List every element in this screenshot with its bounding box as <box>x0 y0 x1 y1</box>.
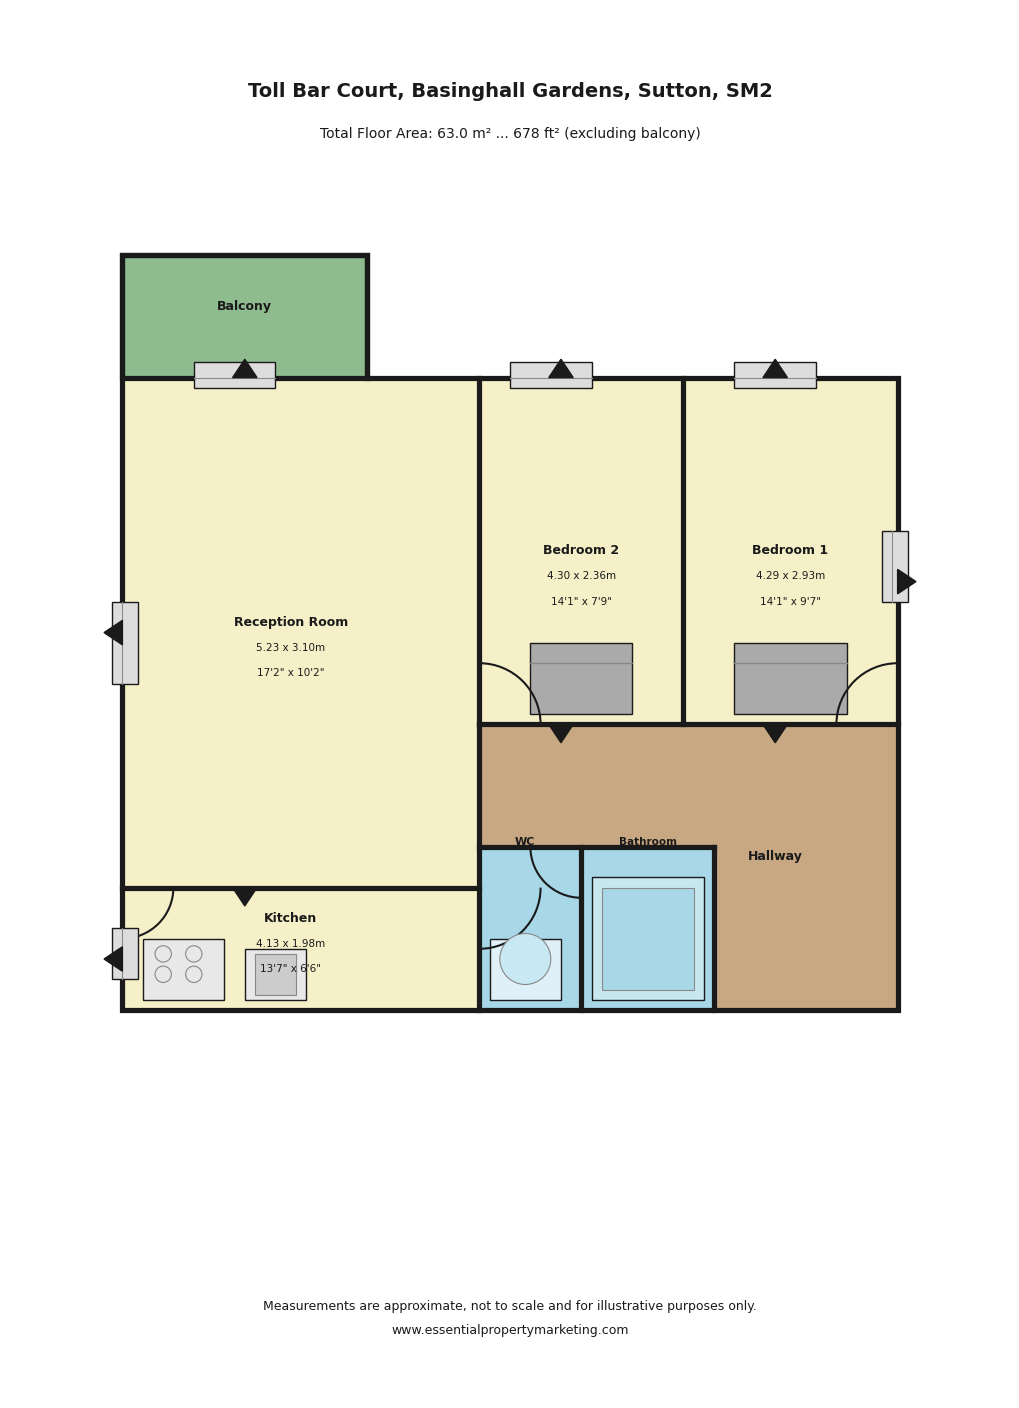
Bar <box>194 362 275 387</box>
Bar <box>122 255 367 377</box>
Bar <box>881 531 907 603</box>
Bar <box>122 255 367 377</box>
Polygon shape <box>104 621 122 645</box>
Bar <box>530 643 632 714</box>
Polygon shape <box>104 946 122 972</box>
Bar <box>683 377 897 724</box>
Text: 4.13 x 1.98m: 4.13 x 1.98m <box>256 939 325 949</box>
Bar <box>601 887 693 990</box>
Text: Balcony: Balcony <box>217 300 272 313</box>
Bar <box>143 939 224 1000</box>
Bar <box>734 362 815 387</box>
Polygon shape <box>232 887 257 905</box>
Text: Bedroom 1: Bedroom 1 <box>752 545 827 558</box>
Bar <box>591 877 703 1000</box>
Text: Reception Room: Reception Room <box>233 615 347 629</box>
Bar <box>122 377 479 887</box>
Text: Hallway: Hallway <box>747 850 802 863</box>
Ellipse shape <box>499 934 550 984</box>
Bar <box>734 643 846 714</box>
Text: Kitchen: Kitchen <box>264 912 317 925</box>
Polygon shape <box>762 724 787 743</box>
Text: WC: WC <box>515 836 535 846</box>
Bar <box>122 887 479 1010</box>
Bar <box>255 953 296 994</box>
Text: Bedroom 2: Bedroom 2 <box>543 545 619 558</box>
Polygon shape <box>762 359 787 377</box>
Polygon shape <box>548 359 573 377</box>
Text: 4.29 x 2.93m: 4.29 x 2.93m <box>755 572 824 582</box>
Bar <box>479 377 683 724</box>
Bar <box>510 362 591 387</box>
Text: 5.23 x 3.10m: 5.23 x 3.10m <box>256 643 325 653</box>
Bar <box>112 928 138 980</box>
Bar <box>112 603 138 684</box>
Bar <box>479 724 897 1010</box>
Polygon shape <box>897 569 915 594</box>
Text: 14'1" x 9'7": 14'1" x 9'7" <box>759 597 820 607</box>
Text: 17'2" x 10'2": 17'2" x 10'2" <box>257 669 324 679</box>
Bar <box>581 846 713 1010</box>
Text: 14'1" x 7'9": 14'1" x 7'9" <box>550 597 611 607</box>
Text: 13'7" x 6'6": 13'7" x 6'6" <box>260 964 321 974</box>
Bar <box>479 846 581 1010</box>
Text: www.essentialpropertymarketing.com: www.essentialpropertymarketing.com <box>391 1324 628 1338</box>
Bar <box>489 939 560 1000</box>
Polygon shape <box>548 724 573 743</box>
Text: 4.30 x 2.36m: 4.30 x 2.36m <box>546 572 615 582</box>
Text: Bathroom: Bathroom <box>619 836 676 846</box>
Text: Toll Bar Court, Basinghall Gardens, Sutton, SM2: Toll Bar Court, Basinghall Gardens, Sutt… <box>248 82 771 101</box>
Bar <box>245 949 306 1000</box>
Polygon shape <box>232 359 257 377</box>
Text: Measurements are approximate, not to scale and for illustrative purposes only.: Measurements are approximate, not to sca… <box>263 1300 756 1314</box>
Text: Total Floor Area: 63.0 m² ... 678 ft² (excluding balcony): Total Floor Area: 63.0 m² ... 678 ft² (e… <box>319 127 700 141</box>
